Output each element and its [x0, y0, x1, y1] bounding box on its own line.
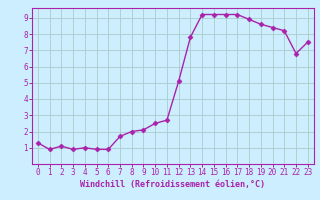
X-axis label: Windchill (Refroidissement éolien,°C): Windchill (Refroidissement éolien,°C) [80, 180, 265, 189]
